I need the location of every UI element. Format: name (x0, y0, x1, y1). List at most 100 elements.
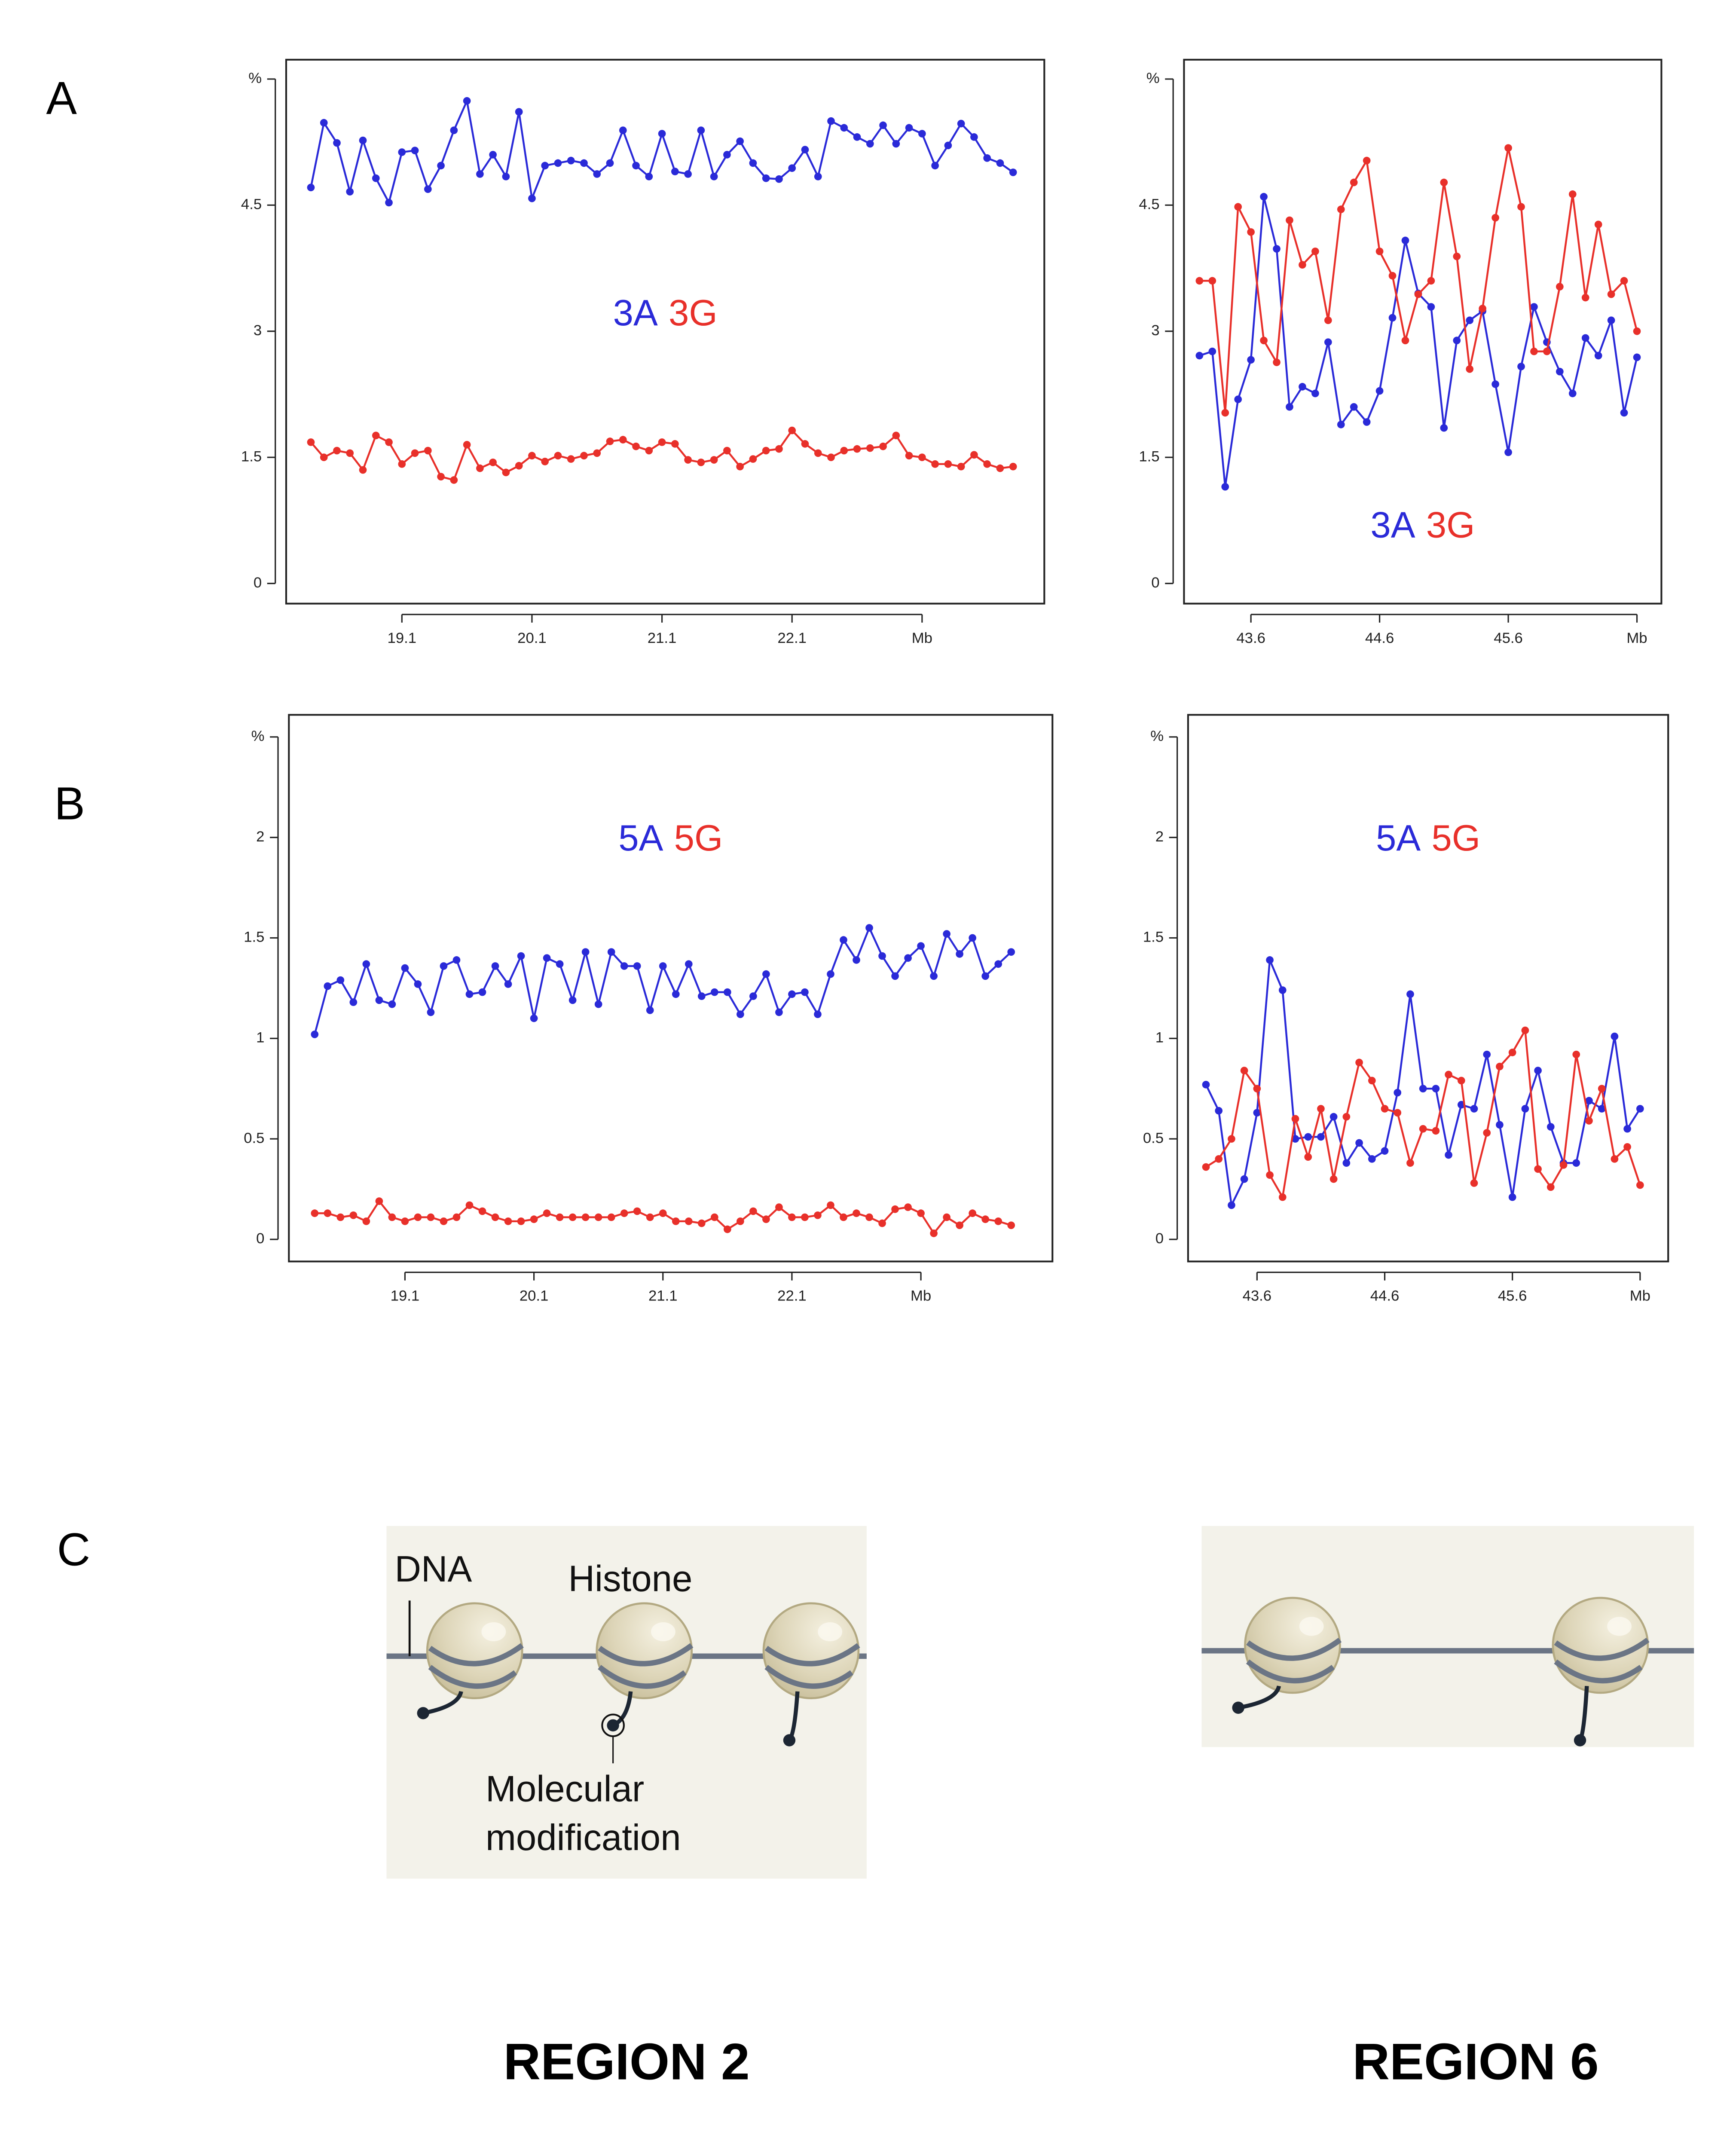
data-point (1247, 228, 1255, 236)
legend-entry: 3A (1370, 505, 1415, 545)
data-point (1607, 316, 1615, 324)
data-point (737, 1010, 744, 1018)
data-point (1432, 1085, 1440, 1093)
data-point (1483, 1129, 1491, 1137)
legend-entry: 5G (1431, 817, 1480, 858)
data-point (1375, 387, 1384, 395)
data-point (1273, 245, 1281, 253)
legend-entry: 3G (1426, 505, 1475, 545)
legend-entry: 5A (618, 817, 663, 858)
data-point (697, 459, 705, 466)
data-point (1350, 178, 1358, 187)
data-point (801, 146, 809, 154)
data-point (375, 996, 383, 1004)
data-point (943, 930, 951, 938)
data-point (1453, 336, 1461, 345)
data-point (1266, 1171, 1274, 1179)
dna-wrap (764, 1643, 860, 1667)
data-point (749, 455, 757, 463)
data-point (1623, 1143, 1631, 1151)
data-point (594, 1213, 602, 1221)
data-point (424, 185, 432, 193)
x-tick-label: 20.1 (517, 630, 547, 646)
data-point (1240, 1175, 1248, 1183)
data-point (994, 960, 1002, 968)
data-point (556, 1213, 564, 1221)
data-point (581, 948, 590, 956)
data-point (1355, 1139, 1363, 1147)
data-point (1611, 1155, 1619, 1163)
y-tick-label: 4.5 (241, 196, 262, 212)
data-point (1240, 1067, 1248, 1074)
data-point (840, 124, 848, 132)
dna-label: DNA (394, 1549, 472, 1590)
data-point (788, 990, 796, 998)
y-tick-label: 0 (256, 1230, 264, 1247)
y-tick-label: 1 (256, 1029, 264, 1046)
data-point (491, 962, 499, 970)
data-point (1260, 193, 1268, 201)
data-point (1388, 314, 1397, 322)
data-point (1453, 252, 1461, 260)
data-point (528, 194, 536, 202)
data-point (879, 442, 887, 450)
panel-label: C (57, 1523, 91, 1575)
data-point (930, 972, 938, 980)
x-tick-label: Mb (912, 630, 932, 646)
data-point (619, 126, 627, 135)
data-point (1324, 338, 1332, 346)
y-tick-label: 3 (254, 322, 262, 339)
data-point (632, 162, 640, 170)
data-point (1556, 367, 1564, 376)
data-point (411, 449, 419, 457)
data-point (801, 440, 809, 448)
modification (1574, 1734, 1586, 1747)
x-tick-label: 45.6 (1498, 1288, 1527, 1304)
dna-wrap (1246, 1637, 1342, 1661)
data-point (1401, 236, 1409, 245)
data-point (775, 445, 783, 453)
data-point (1368, 1155, 1376, 1163)
dna-wrap (1246, 1659, 1335, 1684)
data-point (543, 954, 551, 962)
dna-wrap (1554, 1637, 1650, 1661)
data-point (853, 445, 861, 453)
data-point (878, 952, 886, 960)
data-point (814, 172, 822, 180)
data-point (320, 119, 328, 127)
data-point (1568, 389, 1577, 398)
data-point (1556, 283, 1564, 291)
data-point (1221, 409, 1229, 417)
data-point (594, 1000, 602, 1008)
data-point (398, 148, 406, 156)
data-point (1419, 1085, 1427, 1093)
data-point (659, 1209, 667, 1217)
data-point (1508, 1049, 1516, 1056)
data-point (414, 1213, 422, 1221)
data-point (943, 1213, 951, 1221)
data-point (930, 1230, 938, 1237)
data-point (362, 1217, 370, 1225)
data-point (685, 1217, 693, 1225)
data-point (1598, 1085, 1606, 1093)
data-point (1253, 1085, 1261, 1093)
region-label: REGION 2 (504, 2033, 750, 2091)
data-point (931, 460, 939, 468)
y-tick-label: 4.5 (1139, 196, 1159, 212)
data-point (1508, 1193, 1516, 1201)
data-point (1208, 277, 1216, 285)
data-point (1496, 1062, 1504, 1071)
data-point (996, 159, 1004, 167)
data-point (427, 1213, 435, 1221)
data-point (710, 456, 718, 464)
data-point (801, 988, 809, 996)
data-point (981, 1215, 990, 1223)
data-point (917, 1209, 925, 1217)
data-point (891, 972, 899, 980)
data-point (1350, 403, 1358, 411)
modification (607, 1719, 619, 1731)
y-tick-label: 0.5 (244, 1130, 264, 1146)
data-point (633, 1207, 641, 1215)
data-point (645, 172, 653, 180)
data-point (737, 1217, 744, 1225)
